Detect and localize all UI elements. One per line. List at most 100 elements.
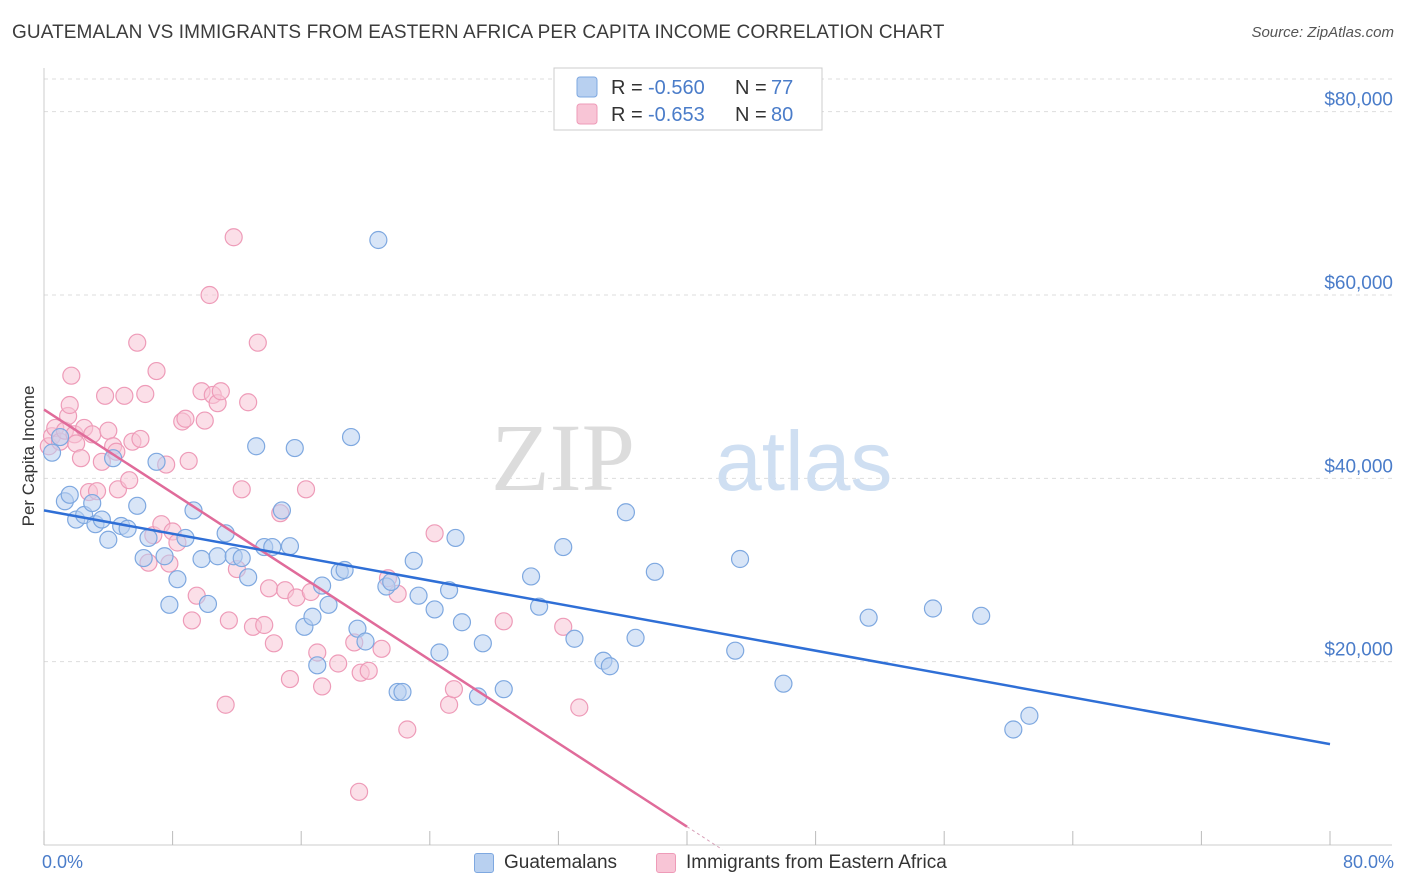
blue-point-51: [409, 586, 428, 605]
pink-point-25: [131, 429, 150, 449]
pink-point-36: [176, 409, 195, 428]
blue-point-60: [521, 567, 541, 586]
blue-point-10: [104, 449, 123, 468]
blue-point-59: [494, 680, 513, 699]
pink-point-24: [128, 333, 147, 352]
pink-point-55: [259, 579, 279, 598]
y-tick-labels: $20,000 $40,000 $60,000 $80,000: [1324, 90, 1393, 661]
pink-point-73: [425, 524, 444, 543]
blue-point-50: [404, 551, 423, 570]
blue-point-76: [1020, 706, 1039, 725]
legend-top-n-value-0: 77: [771, 77, 793, 99]
pink-point-72: [398, 720, 417, 739]
blue-point-16: [147, 452, 166, 471]
blue-point-73: [923, 599, 943, 618]
y-tick-label-1: $40,000: [1324, 456, 1393, 477]
trend-lines: [43, 408, 1331, 851]
pink-point-51: [239, 393, 258, 412]
watermark: ZIP atlas: [491, 404, 892, 511]
blue-point-52: [425, 600, 444, 619]
blue-point-21: [184, 501, 203, 520]
blue-series-points: [42, 230, 1039, 739]
legend-top: R = -0.560 N = 77 R = -0.653 N = 80: [553, 67, 823, 131]
blue-point-69: [726, 641, 745, 660]
legend-top-n-label-1: N =: [735, 104, 767, 126]
blue-point-23: [198, 594, 218, 614]
blue-point-33: [280, 537, 300, 556]
blue-point-34: [285, 438, 304, 458]
pink-point-22: [120, 471, 139, 490]
pink-point-26: [136, 384, 155, 404]
legend-top-r-value-1: -0.653: [648, 104, 705, 126]
blue-point-43: [348, 619, 367, 638]
blue-point-18: [160, 595, 179, 614]
blue-point-37: [308, 656, 327, 675]
legend-swatch-blue: [474, 853, 494, 873]
blue-point-0: [42, 443, 62, 462]
blue-point-3: [60, 485, 79, 504]
blue-point-58: [473, 634, 492, 653]
pink-point-59: [280, 669, 300, 689]
pink-point-37: [179, 451, 198, 471]
legend-bottom: Guatemalans Immigrants from Eastern Afri…: [0, 852, 1406, 878]
pink-point-75: [444, 680, 464, 699]
blue-point-44: [356, 632, 375, 651]
legend-top-n-label-0: N =: [735, 77, 767, 99]
pink-point-53: [248, 333, 267, 352]
blue-point-67: [626, 628, 645, 647]
blue-point-49: [393, 682, 412, 702]
pink-point-45: [211, 382, 230, 401]
pink-trend-extension: [686, 826, 723, 851]
pink-point-6: [60, 395, 79, 415]
pink-point-56: [264, 634, 283, 653]
source-label: Source: ZipAtlas.com: [1251, 24, 1394, 41]
blue-point-28: [239, 568, 258, 587]
blue-point-72: [859, 608, 878, 627]
pink-point-61: [296, 480, 316, 499]
watermark-zip: ZIP: [491, 404, 635, 511]
legend-item-guatemalans: Guatemalans: [474, 852, 617, 874]
pink-point-76: [554, 617, 573, 636]
blue-point-19: [168, 570, 187, 589]
legend-top-r-label-1: R =: [611, 104, 643, 126]
blue-point-13: [128, 496, 147, 515]
blue-point-74: [972, 606, 991, 625]
pink-point-46: [216, 695, 235, 714]
pink-point-64: [312, 677, 332, 696]
legend-top-r-label-0: R =: [611, 77, 643, 99]
blue-point-22: [192, 549, 211, 569]
pink-point-38: [182, 611, 201, 630]
blue-point-15: [139, 528, 158, 548]
pink-point-69: [372, 639, 391, 658]
pink-point-65: [329, 654, 348, 673]
y-tick-label-2: $60,000: [1324, 273, 1393, 294]
blue-point-39: [319, 595, 338, 614]
blue-point-17: [155, 547, 174, 566]
pink-point-10: [71, 449, 91, 468]
blue-point-53: [430, 643, 449, 662]
legend-top-box: [553, 67, 823, 131]
pink-point-7: [62, 366, 81, 385]
chart-title: GUATEMALAN VS IMMIGRANTS FROM EASTERN AF…: [12, 22, 945, 43]
pink-point-78: [349, 782, 369, 801]
legend-top-swatch-blue: [576, 76, 598, 98]
blue-point-65: [600, 657, 619, 676]
blue-point-75: [1004, 720, 1023, 739]
blue-point-1: [50, 427, 70, 447]
pink-point-41: [195, 411, 214, 430]
y-tick-label-0: $20,000: [1324, 640, 1393, 661]
pink-point-17: [99, 421, 118, 440]
legend-top-swatch-pink: [576, 103, 598, 125]
pink-point-16: [95, 386, 115, 405]
blue-point-36: [303, 607, 322, 626]
pink-point-74: [439, 695, 459, 714]
pink-point-77: [570, 698, 589, 717]
blue-point-9: [99, 530, 118, 549]
legend-label-eastern-africa: Immigrants from Eastern Africa: [686, 852, 947, 873]
x-tick-label-left: 0.0%: [42, 852, 84, 872]
legend-top-r-value-0: -0.560: [648, 77, 705, 99]
blue-point-14: [134, 548, 153, 568]
watermark-atlas: atlas: [715, 414, 892, 508]
y-tick-label-3: $80,000: [1324, 90, 1393, 111]
